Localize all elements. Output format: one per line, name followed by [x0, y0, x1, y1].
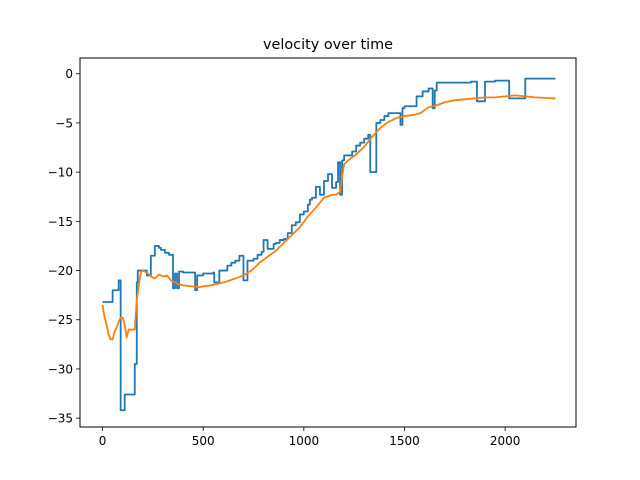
- x-tick-label: 0: [99, 434, 107, 448]
- y-tick-label: 0: [65, 67, 73, 81]
- y-tick-label: −25: [48, 313, 73, 327]
- y-tick-label: −15: [48, 215, 73, 229]
- y-tick-label: −30: [48, 362, 73, 376]
- x-tick-label: 1500: [389, 434, 420, 448]
- plot-frame: [79, 57, 577, 428]
- y-tick-label: −5: [55, 116, 73, 130]
- series-2-line: [101, 94, 556, 341]
- x-tick-label: 1000: [289, 434, 320, 448]
- series-1-line: [102, 77, 556, 412]
- y-tick-label: −20: [48, 264, 73, 278]
- x-tick-label: 2000: [490, 434, 521, 448]
- x-tick-label: 500: [192, 434, 215, 448]
- y-tick-label: −35: [48, 412, 73, 426]
- y-tick-label: −10: [48, 166, 73, 180]
- chart-title: velocity over time: [263, 37, 393, 53]
